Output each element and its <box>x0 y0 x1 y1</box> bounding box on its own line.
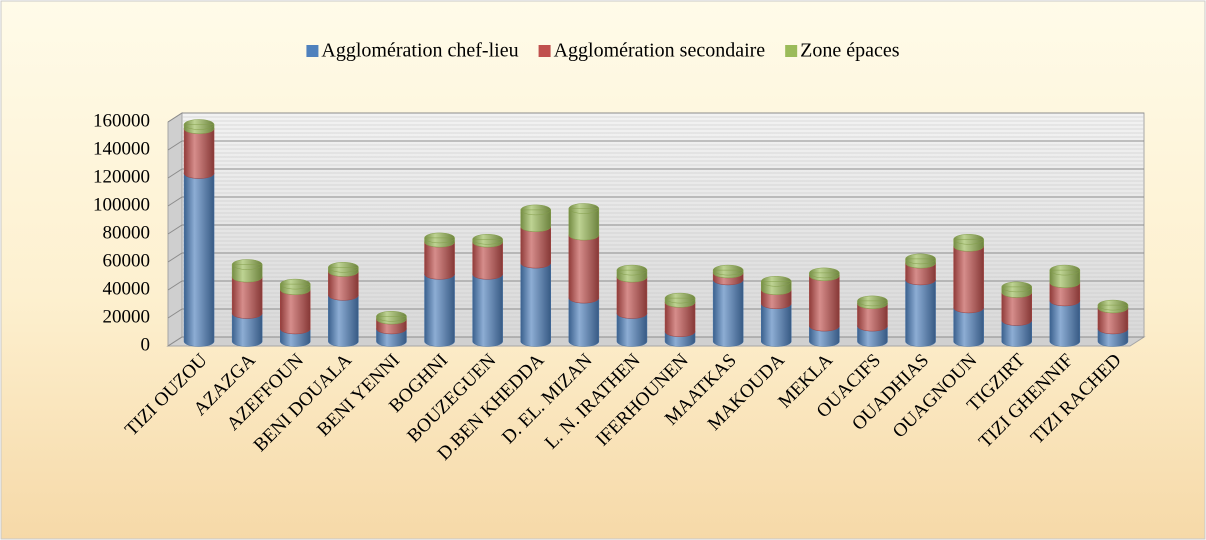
legend-swatch <box>538 45 551 57</box>
bar-segment <box>1001 281 1033 298</box>
grid-line <box>167 140 1144 151</box>
bar-segment <box>424 232 455 248</box>
y-tick-label: 120000 <box>93 166 150 187</box>
y-tick-label: 40000 <box>103 278 151 299</box>
bar-segment <box>568 203 600 241</box>
bar-segment <box>279 278 311 295</box>
grid-line <box>167 196 1144 207</box>
y-tick-label: 20000 <box>103 306 151 327</box>
grid-line <box>167 168 1144 179</box>
bar-segment <box>857 295 888 309</box>
bar-segment <box>568 229 600 304</box>
bar-segment <box>424 269 455 347</box>
bar-segment <box>328 262 359 277</box>
bar-segment <box>1049 264 1081 288</box>
legend-swatch <box>785 45 798 57</box>
y-tick-label: 0 <box>141 334 151 355</box>
bar-segment <box>183 119 215 134</box>
legend-label: Agglomération secondaire <box>554 40 766 62</box>
y-tick-label: 80000 <box>103 222 151 243</box>
bar-segment <box>760 276 792 295</box>
legend-label: Zone épaces <box>800 40 900 62</box>
y-tick-label: 160000 <box>93 110 150 131</box>
bar-segment <box>905 274 936 347</box>
legend-swatch <box>306 45 319 57</box>
bar-segment <box>905 253 936 269</box>
y-tick-label: 140000 <box>93 138 150 159</box>
bar-segment <box>520 257 552 347</box>
bar-segment <box>712 274 744 347</box>
legend-label: Agglomération chef-lieu <box>321 40 518 62</box>
floor <box>166 336 1146 347</box>
bar-segment <box>953 241 984 314</box>
y-tick-label: 60000 <box>103 250 151 271</box>
bar-segment <box>472 234 503 248</box>
bar-segment <box>183 168 215 347</box>
bar-segment <box>376 311 407 325</box>
bar-segment <box>231 259 263 283</box>
bar-segment <box>809 267 840 281</box>
y-tick-label: 100000 <box>93 194 150 215</box>
bar-segment <box>616 264 648 283</box>
bar-segment <box>953 234 984 252</box>
bar-segment <box>472 269 503 347</box>
bar-segment <box>520 204 552 232</box>
grid-line <box>167 224 1144 235</box>
grid-line <box>167 252 1144 263</box>
grid-line <box>167 112 1144 123</box>
bar-segment <box>1097 299 1129 314</box>
legend: Agglomération chef-lieu Agglomération sec… <box>306 40 900 62</box>
bar-segment <box>664 292 696 308</box>
bar-segment <box>712 264 744 279</box>
